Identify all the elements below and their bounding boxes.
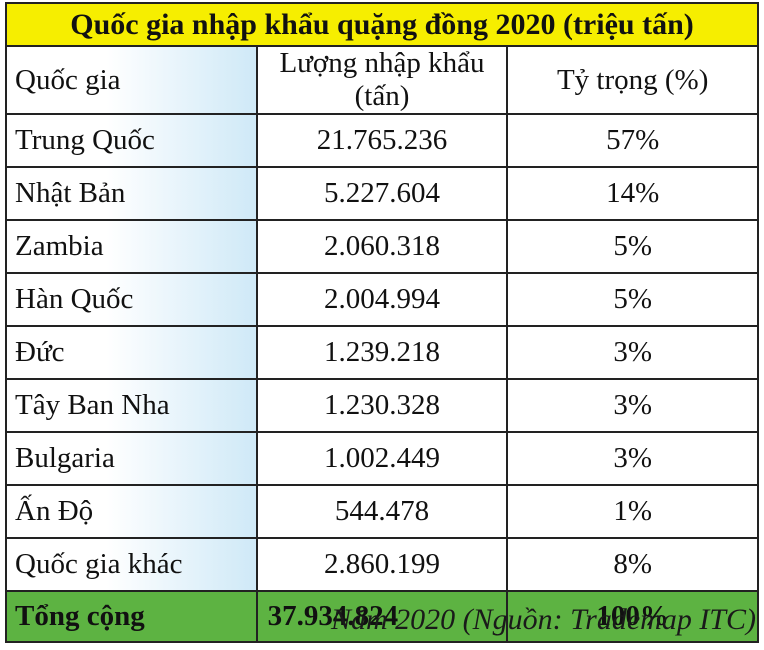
amount-cell: 21.765.236 [255, 113, 509, 168]
share-cell: 5% [506, 272, 759, 327]
import-table-container: Quốc gia nhập khẩu quặng đồng 2020 (triệ… [5, 2, 759, 643]
amount-cell: 544.478 [255, 484, 509, 539]
table-row: Đức 1.239.218 3% [5, 325, 759, 380]
amount-cell: 1.002.449 [255, 431, 509, 486]
amount-cell: 2.004.994 [255, 272, 509, 327]
share-cell: 14% [506, 166, 759, 221]
table-row: Trung Quốc 21.765.236 57% [5, 113, 759, 168]
amount-cell: 2.060.318 [255, 219, 509, 274]
total-share: 100% [506, 590, 759, 643]
amount-cell: 1.239.218 [255, 325, 509, 380]
share-cell: 3% [506, 431, 759, 486]
share-cell: 3% [506, 378, 759, 433]
share-cell: 1% [506, 484, 759, 539]
table-row: Hàn Quốc 2.004.994 5% [5, 272, 759, 327]
table-row: Zambia 2.060.318 5% [5, 219, 759, 274]
total-row: Tổng cộng 37.934.824 100% [5, 590, 759, 643]
country-cell: Quốc gia khác [5, 537, 258, 592]
header-row: Quốc gia Lượng nhập khẩu (tấn) Tỷ trọng … [5, 45, 759, 115]
country-cell: Nhật Bản [5, 166, 258, 221]
share-cell: 8% [506, 537, 759, 592]
country-cell: Bulgaria [5, 431, 258, 486]
country-cell: Đức [5, 325, 258, 380]
table-row: Quốc gia khác 2.860.199 8% [5, 537, 759, 592]
table-row: Bulgaria 1.002.449 3% [5, 431, 759, 486]
table-row: Ấn Độ 544.478 1% [5, 484, 759, 539]
country-cell: Ấn Độ [5, 484, 258, 539]
country-cell: Hàn Quốc [5, 272, 258, 327]
header-share: Tỷ trọng (%) [506, 45, 759, 115]
amount-cell: 5.227.604 [255, 166, 509, 221]
table-row: Tây Ban Nha 1.230.328 3% [5, 378, 759, 433]
import-table: Quốc gia nhập khẩu quặng đồng 2020 (triệ… [5, 2, 759, 643]
header-amount: Lượng nhập khẩu (tấn) [255, 45, 509, 115]
share-cell: 3% [506, 325, 759, 380]
share-cell: 5% [506, 219, 759, 274]
country-cell: Zambia [5, 219, 258, 274]
source-caption: Năm 2020 (Nguồn: Trademap ITC) [330, 603, 756, 636]
country-cell: Tây Ban Nha [5, 378, 258, 433]
total-label: Tổng cộng [5, 590, 258, 643]
country-cell: Trung Quốc [5, 113, 258, 168]
total-amount: 37.934.824 [255, 590, 509, 643]
header-country: Quốc gia [5, 45, 258, 115]
share-cell: 57% [506, 113, 759, 168]
amount-cell: 1.230.328 [255, 378, 509, 433]
table-title: Quốc gia nhập khẩu quặng đồng 2020 (triệ… [5, 2, 759, 47]
amount-cell: 2.860.199 [255, 537, 509, 592]
table-row: Nhật Bản 5.227.604 14% [5, 166, 759, 221]
title-row: Quốc gia nhập khẩu quặng đồng 2020 (triệ… [5, 2, 759, 47]
